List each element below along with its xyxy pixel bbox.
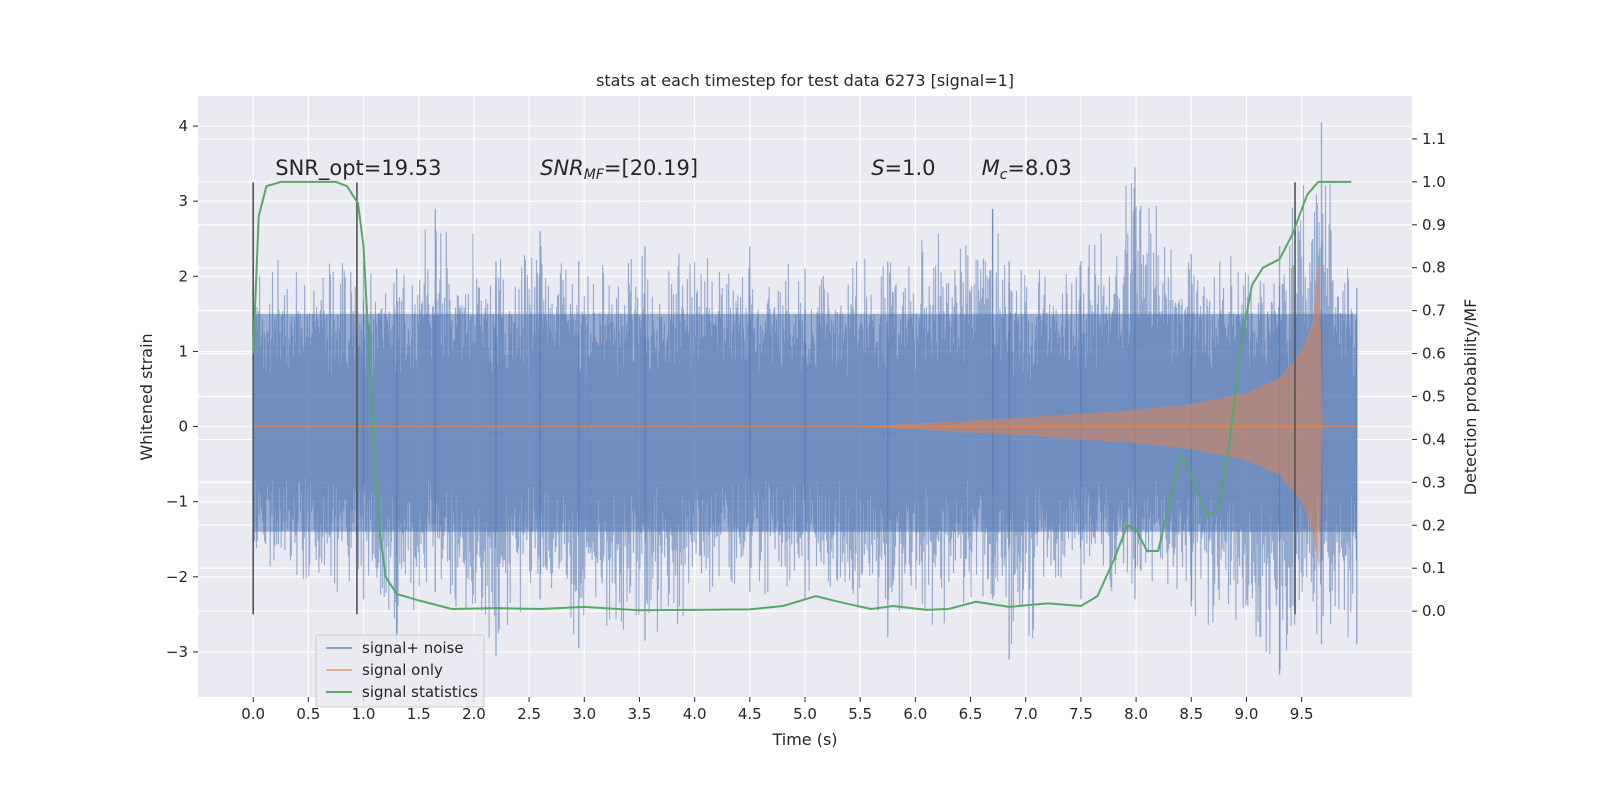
legend: signal+ noise signal only signal statist… xyxy=(315,634,485,708)
y-axis-label: Whitened strain xyxy=(137,333,156,460)
y2-tick-label: 0.1 xyxy=(1422,559,1446,577)
legend-label-signal-noise: signal+ noise xyxy=(362,639,464,657)
x-tick-label: 8.0 xyxy=(1124,705,1148,723)
x-tick-label: 0.5 xyxy=(296,705,320,723)
x-tick-label: 4.5 xyxy=(738,705,762,723)
x-tick-label: 9.5 xyxy=(1290,705,1314,723)
y2-tick-label: 0.8 xyxy=(1422,259,1446,277)
x-tick-label: 7.5 xyxy=(1069,705,1093,723)
signal-noise-series xyxy=(252,122,1358,675)
annotation-text: Mc=8.03 xyxy=(982,156,1072,183)
y2-axis-ticks: 0.0 0.1 0.2 0.3 0.4 0.5 0.6 0.7 0.8 0.9 1.0 1.1 xyxy=(1412,130,1446,620)
x-tick-label: 3.5 xyxy=(628,705,652,723)
x-axis-label: Time (s) xyxy=(771,730,837,749)
x-tick-label: 2.5 xyxy=(517,705,541,723)
x-tick-label: 2.0 xyxy=(462,705,486,723)
x-tick-label: 7.0 xyxy=(1014,705,1038,723)
y-tick-label: 1 xyxy=(178,342,188,360)
legend-label-signal-only: signal only xyxy=(362,661,443,679)
x-tick-label: 1.0 xyxy=(352,705,376,723)
x-tick-label: 8.5 xyxy=(1179,705,1203,723)
y2-tick-label: 0.6 xyxy=(1422,345,1446,363)
x-tick-label: 1.5 xyxy=(407,705,431,723)
marker-lines xyxy=(252,182,1296,615)
y-tick-label: −3 xyxy=(166,643,188,661)
y-tick-label: 4 xyxy=(178,117,188,135)
y2-tick-label: 1.0 xyxy=(1422,173,1446,191)
annotations: SNR_opt=19.53 SNRMF=[20.19] S=1.0 Mc=8.03 xyxy=(275,156,1072,183)
y2-tick-label: 0.2 xyxy=(1422,516,1446,534)
chart-title: stats at each timestep for test data 627… xyxy=(596,71,1014,90)
y2-tick-label: 0.0 xyxy=(1422,602,1446,620)
x-tick-label: 5.0 xyxy=(793,705,817,723)
signal-statistics-series xyxy=(252,180,1352,612)
y-tick-label: 3 xyxy=(178,192,188,210)
x-tick-label: 0.0 xyxy=(241,705,265,723)
y-tick-label: −1 xyxy=(166,493,188,511)
y-axis-ticks: −3 −2 −1 0 1 2 3 4 xyxy=(166,117,198,661)
signal-only-series xyxy=(253,257,1357,570)
annotation-text: SNRMF=[20.19] xyxy=(540,156,698,183)
x-tick-label: 4.0 xyxy=(683,705,707,723)
x-tick-label: 3.0 xyxy=(572,705,596,723)
legend-label-signal-statistics: signal statistics xyxy=(362,683,478,701)
y-tick-label: 2 xyxy=(178,267,188,285)
annotation-text: S=1.0 xyxy=(871,156,935,180)
y2-axis-label: Detection probability/MF xyxy=(1461,299,1480,496)
annotation-text: SNR_opt=19.53 xyxy=(275,156,441,181)
signal-noise-band xyxy=(253,313,1357,532)
y2-tick-label: 0.3 xyxy=(1422,473,1446,491)
legend-box xyxy=(315,634,485,708)
y2-tick-label: 0.4 xyxy=(1422,430,1446,448)
signal-statistics-line xyxy=(252,180,1352,612)
x-tick-label: 5.5 xyxy=(848,705,872,723)
y2-tick-label: 0.9 xyxy=(1422,216,1446,234)
x-axis-ticks: 0.0 0.5 1.0 1.5 2.0 2.5 3.0 3.5 4.0 4.5 5.0 5.5 6.0 6… xyxy=(241,697,1314,723)
y2-tick-label: 0.5 xyxy=(1422,388,1446,406)
y-tick-label: −2 xyxy=(166,568,188,586)
y2-tick-label: 0.7 xyxy=(1422,302,1446,320)
y2-tick-label: 1.1 xyxy=(1422,130,1446,148)
signal-only-envelope xyxy=(253,257,1357,570)
x-tick-label: 6.5 xyxy=(959,705,983,723)
x-tick-label: 9.0 xyxy=(1235,705,1259,723)
x-tick-label: 6.0 xyxy=(903,705,927,723)
y-tick-label: 0 xyxy=(178,418,188,436)
